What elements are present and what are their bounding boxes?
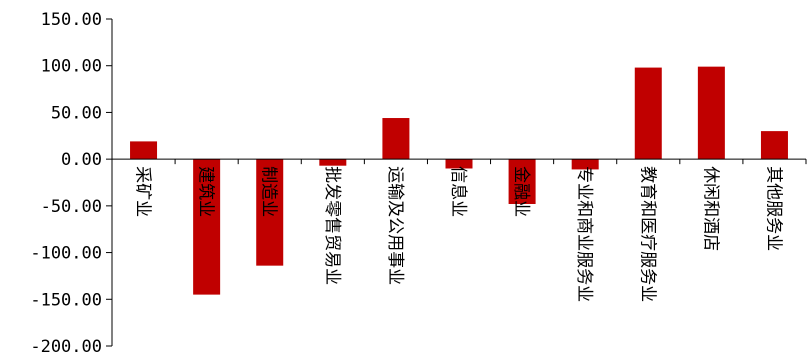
bar (445, 159, 473, 169)
category-labels: 采矿业 建筑业 制造业 批发零售贸易业 运输及公用事业 信息业 金融业 专业和商业服务业 教育和… (133, 166, 784, 302)
x-category-label: 金融业 (511, 166, 531, 217)
y-tick-label: 0.00 (61, 150, 102, 170)
x-category-label: 其他服务业 (763, 166, 783, 251)
bar (130, 141, 158, 160)
x-category-label: 休闲和酒店 (700, 166, 720, 251)
x-category-label: 采矿业 (133, 166, 153, 217)
x-category-label: 专业和商业服务业 (574, 166, 594, 302)
y-tick-label: 100.00 (41, 57, 102, 77)
x-category-label: 批发零售贸易业 (322, 166, 342, 285)
y-tick-label: 150.00 (41, 10, 102, 30)
bar (256, 159, 284, 266)
x-category-label: 运输及公用事业 (385, 166, 405, 285)
y-tick-label: -50.00 (41, 197, 102, 217)
bar (319, 159, 347, 166)
bar (571, 159, 599, 170)
x-category-label: 教育和医疗服务业 (637, 166, 657, 302)
axes (111, 19, 807, 346)
x-category-label: 建筑业 (196, 166, 216, 217)
x-category-label: 制造业 (259, 166, 279, 217)
bar (193, 159, 221, 295)
bar (382, 118, 410, 160)
y-tick-label: 50.00 (51, 103, 102, 123)
x-category-label: 信息业 (448, 166, 468, 217)
bar (697, 66, 725, 160)
y-tick-label: -150.00 (30, 290, 102, 310)
bar (634, 67, 662, 160)
y-tick-label: -100.00 (30, 244, 102, 264)
y-axis-ticks: 150.00 100.00 50.00 0.00 -50.00 -100.00 -150.0… (30, 10, 112, 352)
y-tick-label: -200.00 (30, 337, 102, 352)
bar (508, 159, 536, 204)
bars (130, 66, 788, 295)
bar (760, 131, 788, 160)
